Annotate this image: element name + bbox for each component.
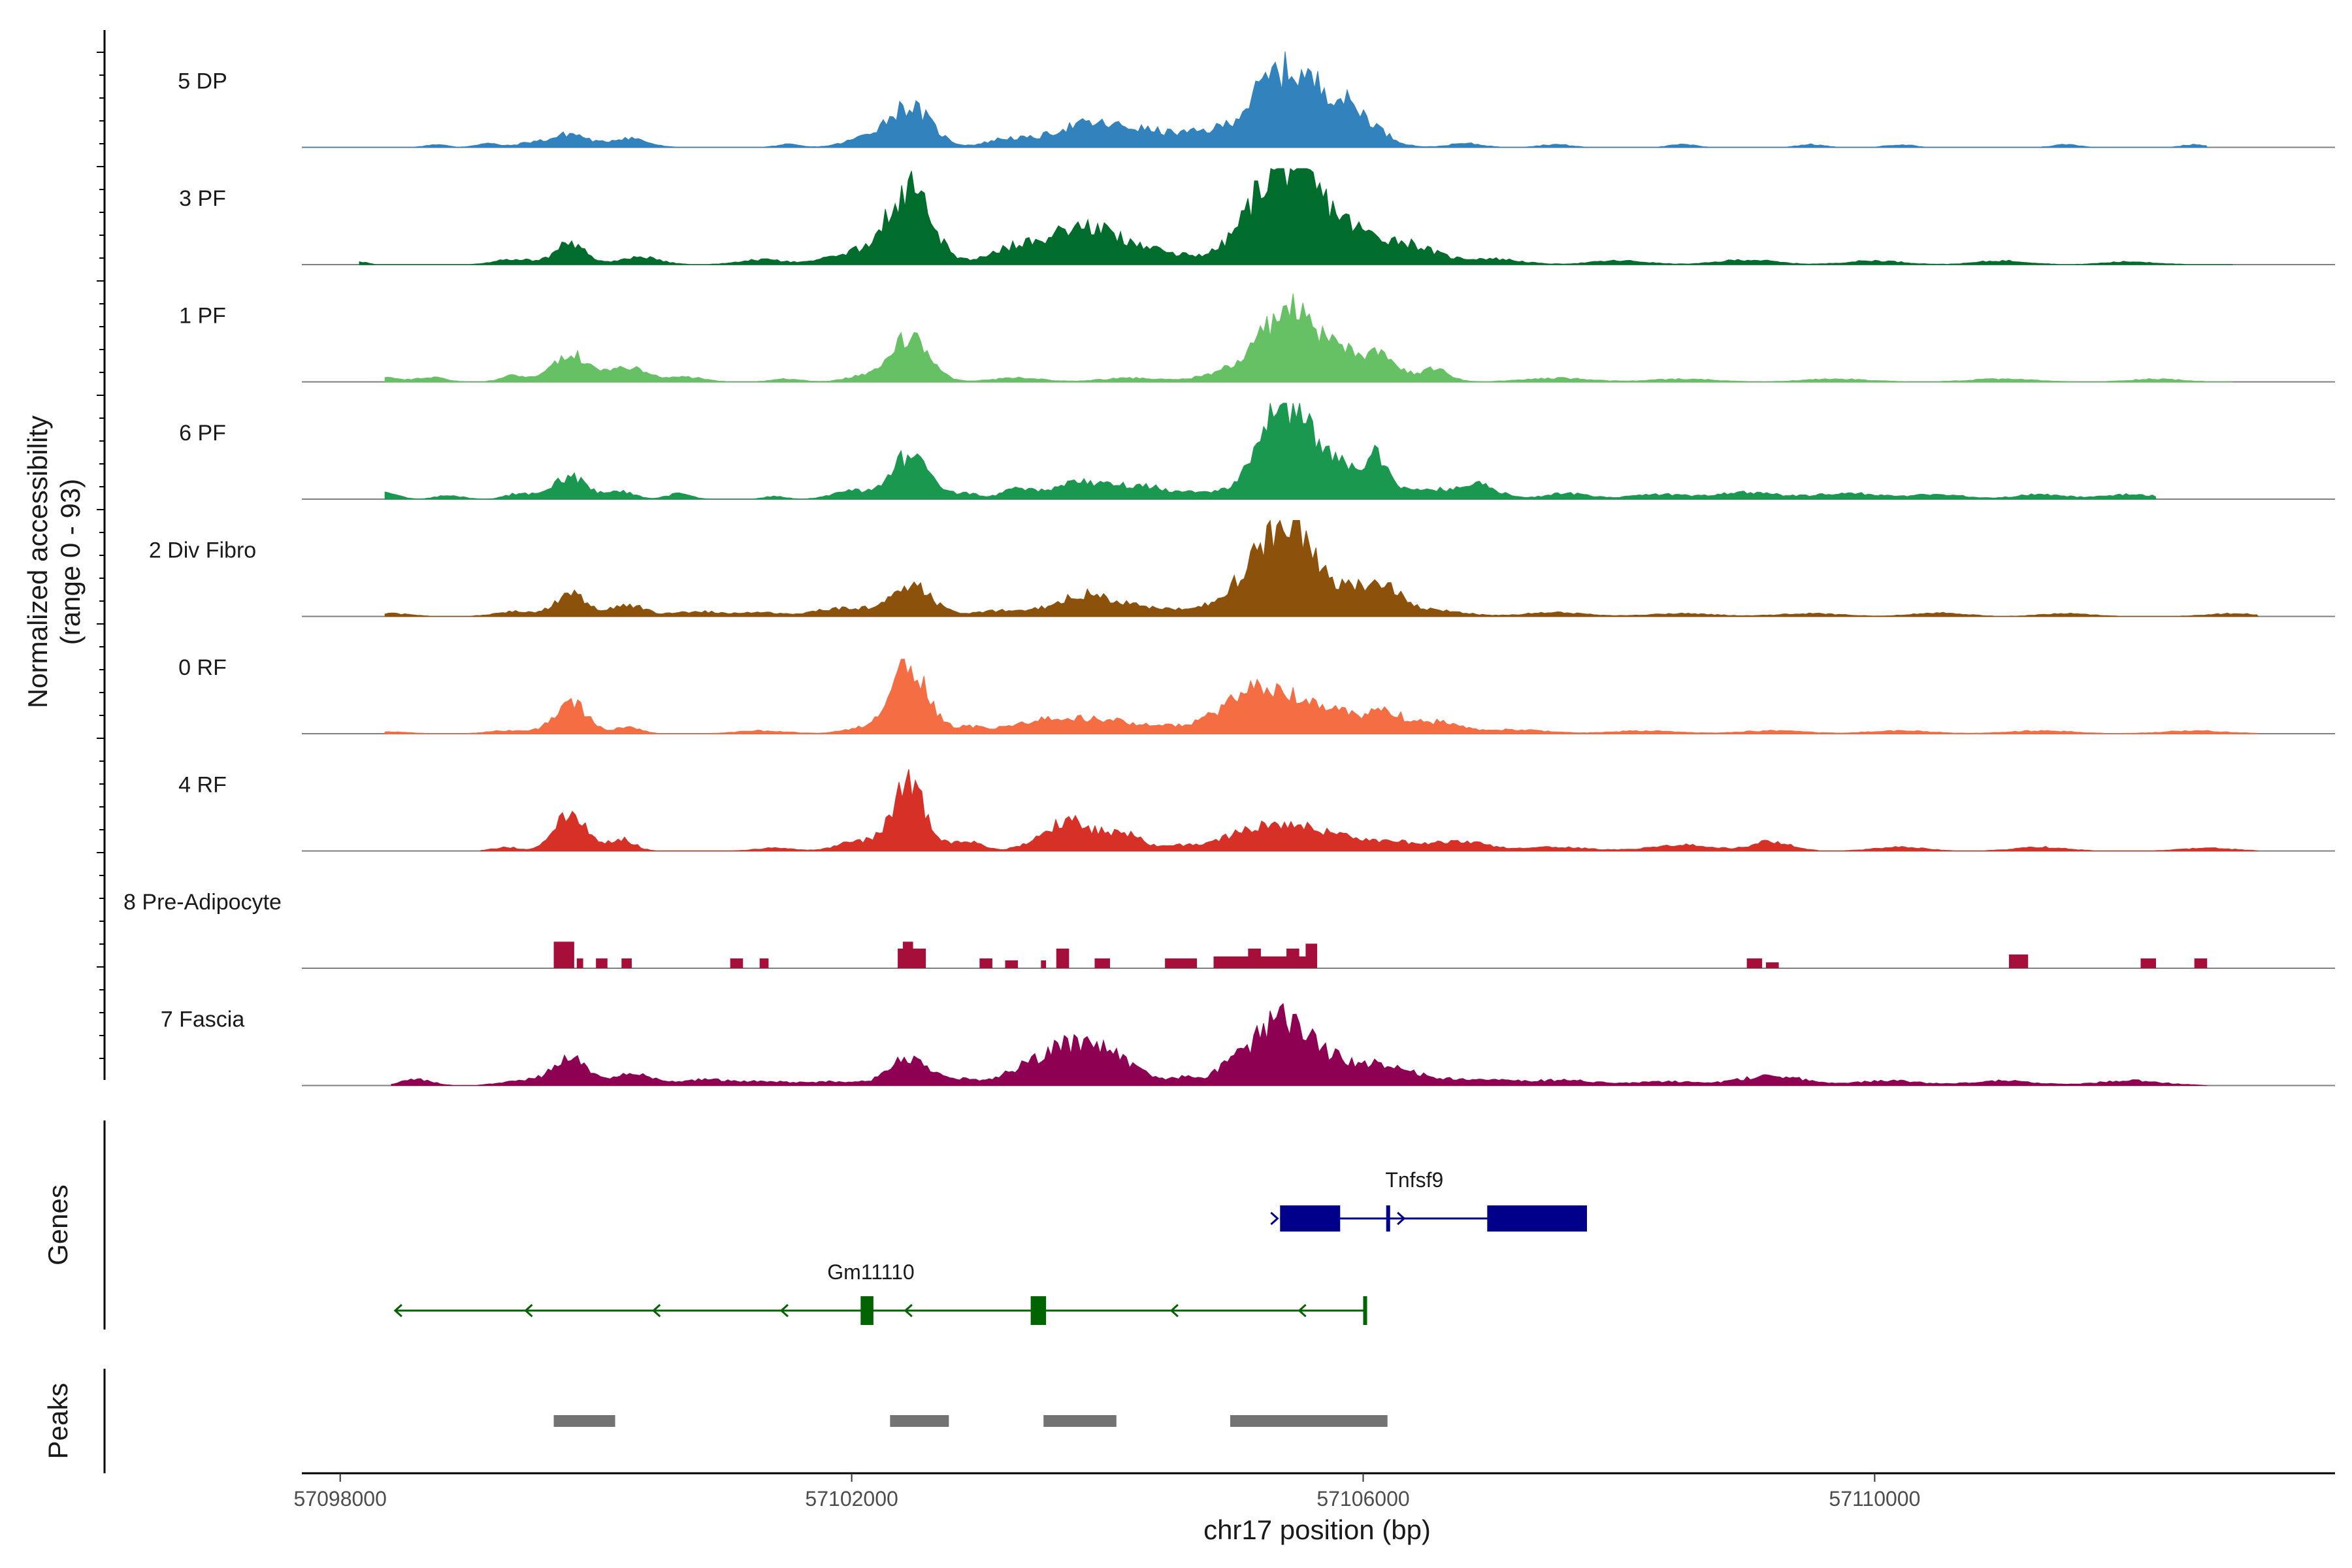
x-tick-label: 57102000 bbox=[805, 1487, 898, 1511]
peak-region bbox=[890, 1415, 949, 1427]
peak-region bbox=[1043, 1415, 1117, 1427]
gene-strand-arrow bbox=[1397, 1211, 1406, 1226]
coverage-block bbox=[1286, 948, 1299, 968]
track-4-rf: 4 RF bbox=[178, 769, 2335, 852]
coverage-block bbox=[596, 958, 608, 968]
genes-panel-title: Genes bbox=[42, 1184, 73, 1266]
x-axis-title: chr17 position (bp) bbox=[1203, 1514, 1431, 1545]
coverage-block bbox=[553, 941, 574, 968]
peaks-panel: Peaks bbox=[42, 1369, 1388, 1473]
coverage-area bbox=[384, 293, 2233, 383]
x-tick-label: 57106000 bbox=[1316, 1487, 1409, 1511]
track-3-pf: 3 PF bbox=[179, 168, 2335, 265]
peak-region bbox=[1230, 1415, 1388, 1427]
coverage-block bbox=[1041, 960, 1047, 968]
track-7-fascia: 7 Fascia bbox=[161, 1002, 2335, 1086]
coverage-block bbox=[1165, 958, 1198, 968]
x-tick-label: 57110000 bbox=[1829, 1487, 1920, 1511]
track-0-rf: 0 RF bbox=[178, 655, 2335, 734]
gene-strand-arrow bbox=[904, 1303, 913, 1318]
gene-strand-arrow bbox=[393, 1303, 402, 1318]
gene-gm11110: Gm11110 bbox=[393, 1260, 1367, 1325]
coverage-area bbox=[359, 168, 2233, 265]
genes-panel: Genes Tnfsf9 Gm11110 bbox=[42, 1120, 1588, 1330]
track-1-pf: 1 PF bbox=[179, 293, 2335, 383]
coverage-tracks: 5 DP 3 PF 1 PF 6 PF 2 Div Fibro 0 RF 4 RF 8 Pre… bbox=[123, 51, 2335, 1086]
gene-strand-arrow bbox=[1169, 1303, 1179, 1318]
coverage-area bbox=[391, 1002, 2208, 1086]
gene-strand-arrow bbox=[524, 1303, 533, 1318]
y-axis-title-line2: (range 0 - 93) bbox=[55, 479, 86, 645]
track-label: 0 RF bbox=[178, 655, 227, 680]
y-axis-title: Normalized accessibility (range 0 - 93) bbox=[22, 416, 86, 708]
y-axis-title-line1: Normalized accessibility bbox=[22, 416, 53, 708]
track-6-pf: 6 PF bbox=[179, 402, 2335, 500]
gene-exon bbox=[860, 1296, 874, 1325]
gene-exon bbox=[1363, 1296, 1367, 1325]
coverage-block bbox=[1094, 958, 1110, 968]
coverage-block bbox=[902, 941, 913, 968]
gene-exon bbox=[1030, 1296, 1047, 1325]
coverage-block bbox=[979, 958, 992, 968]
gene-strand-arrow bbox=[1270, 1211, 1279, 1226]
coverage-y-ticks bbox=[97, 52, 105, 1059]
track-8-pre-adipocyte: 8 Pre-Adipocyte bbox=[123, 890, 2335, 969]
gene-tnfsf9: Tnfsf9 bbox=[1270, 1168, 1588, 1232]
coverage-block bbox=[2140, 958, 2156, 968]
gene-exon bbox=[1386, 1205, 1390, 1232]
coverage-area bbox=[302, 51, 2208, 148]
coverage-block bbox=[1746, 958, 1763, 968]
coverage-block bbox=[730, 958, 743, 968]
track-label: 6 PF bbox=[179, 421, 226, 446]
track-label: 5 DP bbox=[178, 69, 227, 94]
peak-region bbox=[553, 1415, 615, 1427]
coverage-block bbox=[2194, 958, 2208, 968]
gene-label: Gm11110 bbox=[827, 1260, 914, 1284]
coverage-area bbox=[384, 659, 2259, 734]
track-label: 2 Div Fibro bbox=[149, 538, 256, 563]
track-5-dp: 5 DP bbox=[178, 51, 2335, 148]
coverage-block bbox=[1005, 960, 1019, 968]
gene-strand-arrow bbox=[651, 1303, 661, 1318]
track-label: 1 PF bbox=[179, 304, 226, 329]
gene-label: Tnfsf9 bbox=[1385, 1168, 1443, 1192]
gene-strand-arrow bbox=[1298, 1303, 1307, 1318]
coverage-block bbox=[1305, 943, 1318, 968]
track-label: 3 PF bbox=[179, 186, 226, 211]
track-label: 7 Fascia bbox=[161, 1007, 245, 1032]
coverage-area bbox=[384, 519, 2259, 617]
coverage-block bbox=[1056, 948, 1070, 968]
track-label: 8 Pre-Adipocyte bbox=[123, 890, 282, 915]
coverage-block bbox=[621, 958, 632, 968]
gene-strand-arrow bbox=[779, 1303, 789, 1318]
x-tick-label: 57098000 bbox=[294, 1487, 387, 1511]
coverage-block bbox=[1766, 962, 1779, 968]
coverage-block bbox=[576, 958, 583, 968]
gene-models: Tnfsf9 Gm11110 bbox=[393, 1168, 1588, 1325]
gene-exon bbox=[1487, 1205, 1588, 1232]
peaks-panel-title: Peaks bbox=[42, 1383, 73, 1460]
coverage-block bbox=[759, 958, 769, 968]
track-label: 4 RF bbox=[178, 773, 227, 798]
coverage-area bbox=[384, 402, 2157, 500]
gene-exon bbox=[1280, 1205, 1341, 1232]
peak-regions bbox=[553, 1415, 1388, 1427]
x-axis: 57098000 57102000 57106000 57110000 bbox=[294, 1472, 2335, 1511]
coverage-block bbox=[1248, 948, 1261, 968]
track-2-div-fibro: 2 Div Fibro bbox=[149, 519, 2335, 617]
coverage-block bbox=[2008, 954, 2029, 968]
coverage-area bbox=[480, 769, 2259, 851]
